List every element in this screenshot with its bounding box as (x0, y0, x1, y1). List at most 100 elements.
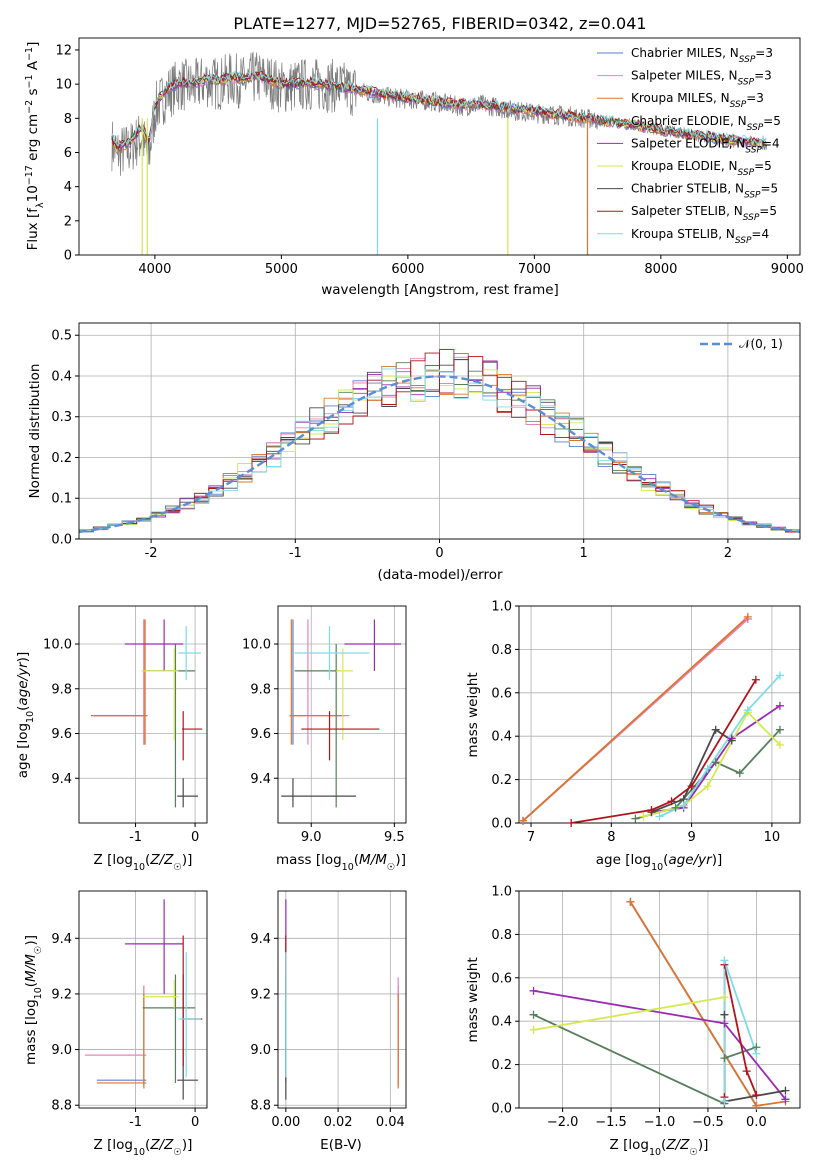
axes-frame (277, 890, 407, 1109)
series-marker (529, 1010, 538, 1019)
x-tick-label: 9.5 (384, 830, 405, 845)
label-part: ( (23, 982, 39, 987)
chart-spectrum: 4000 5000 6000 7000 8000 9000 0 2 4 6 8 10 12 wavelen… (24, 37, 804, 298)
series-marker (519, 816, 528, 825)
x-tick-label: 7 (527, 830, 535, 845)
legend-suffix: =3 (754, 69, 772, 83)
label-part: ☉ (689, 1147, 698, 1158)
label-part: age/yr (15, 661, 31, 706)
label-part: ☉ (387, 862, 396, 873)
x-tick-label: 0.02 (324, 1115, 353, 1130)
legend-text: Chabrier STELIB, N (631, 182, 744, 196)
y-tick-label: 0.2 (491, 1058, 512, 1073)
y-tick-label: 8.8 (250, 1099, 271, 1114)
y-tick-label: 2 (64, 214, 72, 229)
label-part: )] (182, 1137, 193, 1153)
series-marker (775, 725, 784, 734)
x-tick-label: -1 (129, 830, 142, 845)
label-part: )] (395, 852, 406, 868)
series-line (522, 616, 749, 822)
legend-sub: SSP (739, 55, 756, 65)
series-marker (735, 769, 744, 778)
label-part: mass [log (276, 852, 342, 868)
chart-age-vs-Z: -1 09.49.69.810.0Z [log10(Z/Z☉)]age [log1… (15, 605, 208, 873)
plot-area (84, 899, 203, 1100)
series-marker (775, 701, 784, 710)
y-tick-label: 9.4 (250, 932, 271, 947)
gaussian-curve (79, 375, 800, 534)
label-part: 10 (133, 862, 145, 873)
plot-area (111, 51, 768, 255)
series-marker (775, 671, 784, 680)
series-marker (743, 612, 752, 621)
axes-frame (78, 322, 801, 540)
series-marker (711, 725, 720, 734)
legend-sub: SSP (735, 236, 752, 246)
x-tick-label: 9000 (771, 262, 804, 277)
plot-area (522, 616, 781, 823)
label-part: ( (15, 706, 31, 711)
series-line (533, 1013, 757, 1106)
y-tick-label: 0 (64, 249, 72, 264)
y-tick-label: 9.8 (51, 682, 72, 697)
series-line (659, 674, 781, 818)
x-axis-label: mass [log10(M/M☉)] (276, 852, 406, 873)
y-tick-label: 12 (55, 43, 72, 58)
series-marker (720, 956, 729, 965)
x-tick-label: −1.0 (644, 1115, 676, 1130)
series-line (723, 964, 758, 1098)
label-part: 10 (33, 987, 44, 999)
label-part: 10 (25, 711, 36, 723)
label-part: −2 (24, 100, 35, 114)
legend-sub: SSP (744, 191, 761, 201)
label-part: 10 (651, 862, 663, 873)
legend-suffix: =5 (759, 204, 777, 218)
series-marker (720, 1097, 729, 1106)
label-part: ( (145, 1137, 150, 1153)
series-marker (655, 812, 664, 821)
x-tick-label: −1.5 (595, 1115, 627, 1130)
x-tick-label: −0.5 (692, 1115, 724, 1130)
label-part: ☉ (173, 862, 182, 873)
legend-entry: Kroupa STELIB, NSSP=4 (631, 227, 769, 246)
x-axis-label: Z [log10(Z/Z☉)] (94, 1137, 193, 1158)
plot-area (281, 619, 402, 808)
x-tick-label: 2 (724, 546, 732, 561)
axes-frame (518, 605, 801, 824)
y-axis-label: Normed distribution (27, 364, 43, 499)
y-tick-label: 1.0 (491, 885, 512, 900)
label-part: Z/Z (149, 852, 174, 868)
label-part: Z [log (610, 1137, 649, 1153)
legend-sub: SSP (738, 168, 755, 178)
y-tick-label: 0.4 (491, 1015, 512, 1030)
legend-entry: Chabrier MILES, NSSP=3 (631, 46, 773, 65)
legend-sub: SSP (738, 78, 755, 88)
legend-text: Kroupa MILES, N (631, 91, 730, 105)
chart-mass-vs-ebv: 0.00 0.02 0.04 8.8 9.0 9.2 9.4 E(B-V) (250, 890, 407, 1153)
label-part: age [log (15, 723, 31, 778)
label-part: ] (25, 42, 41, 47)
y-tick-label: 1.0 (491, 600, 512, 615)
label-part: Z/Z (149, 1137, 174, 1153)
label-part: )] (712, 852, 723, 868)
legend-text: Salpeter STELIB, N (631, 204, 743, 218)
legend-suffix: =4 (751, 227, 769, 241)
x-tick-label: 7000 (518, 262, 551, 277)
series-marker (626, 897, 635, 906)
y-tick-label: 0.6 (491, 686, 512, 701)
x-tick-label: 0.04 (376, 1115, 405, 1130)
chart-massweight-vs-Z: −2.0 −1.5 −1.0 −0.5 0.0 0.0 0.2 0.4 0.6 0.8 1.0 Z [… (465, 885, 801, 1158)
axes-frame (277, 605, 407, 824)
label-part: ( (354, 852, 359, 868)
axes-frame (78, 37, 801, 256)
label-part: ( (663, 852, 668, 868)
y-tick-label: 0.2 (491, 773, 512, 788)
series-marker (743, 706, 752, 715)
chart-residuals: -2 -1 0 1 2 0.0 0.1 0.2 0.3 0.4 0.5 𝒩(0, 1) (data-mo… (27, 322, 801, 583)
series-marker (720, 1054, 729, 1063)
legend-suffix: =3 (755, 46, 773, 60)
label-part: 10 (342, 862, 354, 873)
label-part: 10 (25, 185, 41, 202)
x-tick-label: 0.00 (271, 1115, 300, 1130)
label-part: ☉ (33, 946, 44, 955)
